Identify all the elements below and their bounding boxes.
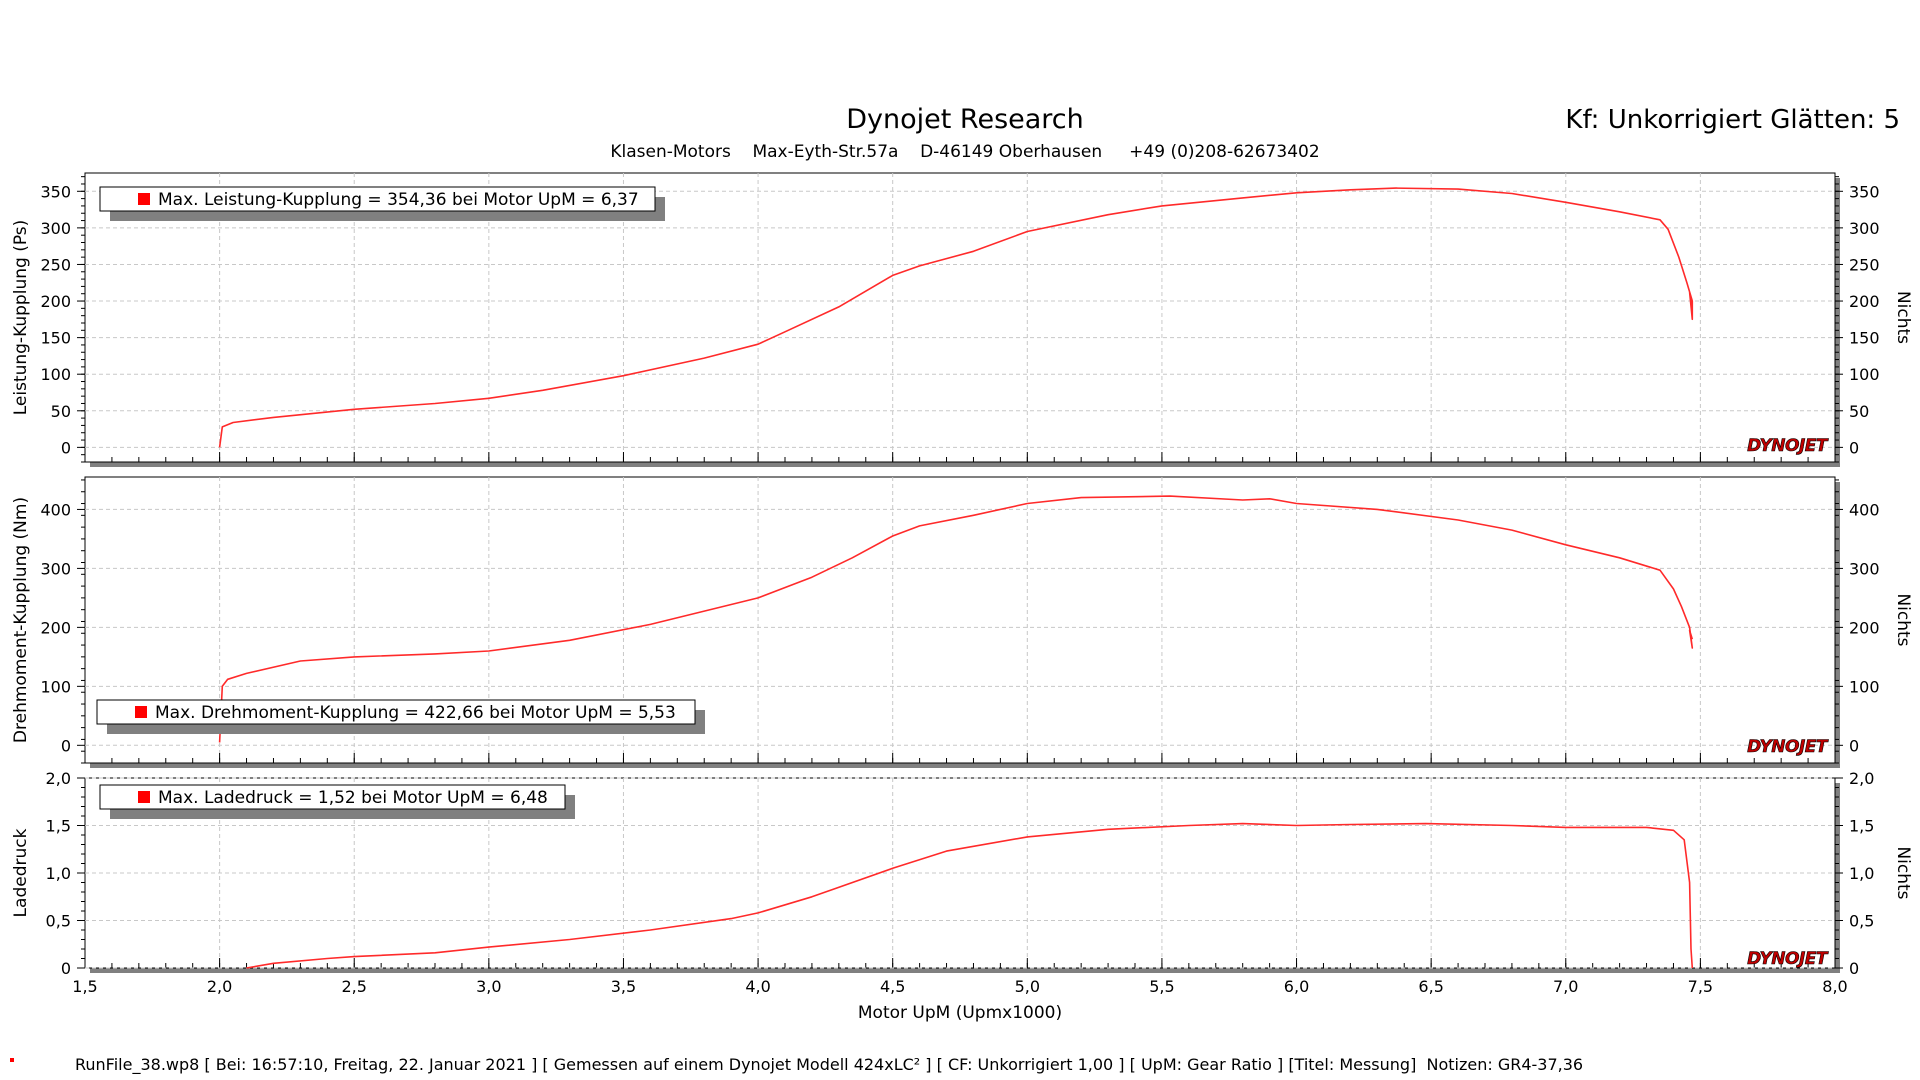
- legend-box: [96, 699, 696, 725]
- y-axis-label: Leistung-Kupplung (Ps): [11, 220, 31, 416]
- y-tick-label-right: 300: [1849, 219, 1880, 238]
- x-tick-label: 7,5: [1688, 977, 1713, 996]
- y-tick-label-left: 2,0: [46, 769, 71, 788]
- x-tick-label: 6,0: [1284, 977, 1309, 996]
- y-axis-label: Drehmoment-Kupplung (Nm): [11, 497, 31, 743]
- legend-marker: [135, 706, 147, 718]
- y-tick-label-left: 100: [40, 677, 71, 696]
- x-tick-label: 1,5: [72, 977, 97, 996]
- y-tick-label-right: 1,0: [1849, 864, 1874, 883]
- series-line: [246, 822, 1694, 969]
- y-tick-label-right: 350: [1849, 182, 1880, 201]
- panel-frame: [84, 172, 1836, 463]
- right-axis-label: Nichts: [1893, 291, 1913, 344]
- y-tick-label-right: 0: [1849, 438, 1859, 457]
- y-tick-label-right: 200: [1849, 618, 1880, 637]
- legend-text: Max. Drehmoment-Kupplung = 422,66 bei Mo…: [155, 703, 676, 723]
- y-tick-label-right: 0,5: [1849, 912, 1874, 931]
- x-tick-label: 4,0: [745, 977, 770, 996]
- series-line: [218, 187, 1694, 448]
- y-tick-label-right: 200: [1849, 292, 1880, 311]
- y-tick-label-left: 350: [40, 182, 71, 201]
- y-axis-label: Ladedruck: [11, 828, 31, 917]
- x-tick-label: 7,0: [1553, 977, 1578, 996]
- legend-marker: [138, 193, 150, 205]
- chart-subtitle: Klasen-Motors Max-Eyth-Str.57a D-46149 O…: [610, 142, 1319, 162]
- y-tick-label-left: 50: [51, 402, 71, 421]
- y-tick-label-right: 0: [1849, 959, 1859, 978]
- series-line: [218, 495, 1694, 743]
- y-tick-label-left: 200: [40, 618, 71, 637]
- x-tick-label: 4,5: [880, 977, 905, 996]
- correction-info: Kf: Unkorrigiert Glätten: 5: [1565, 105, 1900, 135]
- y-tick-label-left: 200: [40, 292, 71, 311]
- panel-2: 0 0 100 100 200 200 300 300 400 400 Drehmoment-Kup…: [11, 476, 1913, 768]
- dynojet-logo: DYNOJET: [1747, 436, 1829, 456]
- panel-1: 0 0 50 50 100 100 150 150 200 200 250 250 300 300 350 3…: [11, 172, 1913, 467]
- legend-text: Max. Ladedruck = 1,52 bei Motor UpM = 6,…: [158, 788, 548, 808]
- y-tick-label-right: 100: [1849, 365, 1880, 384]
- legend-box: [99, 784, 566, 810]
- y-tick-label-right: 2,0: [1849, 769, 1874, 788]
- y-tick-label-right: 50: [1849, 402, 1869, 421]
- y-tick-label-right: 300: [1849, 559, 1880, 578]
- y-tick-label-left: 0: [61, 736, 71, 755]
- legend-box: [99, 186, 656, 212]
- x-tick-label: 2,0: [207, 977, 232, 996]
- x-tick-label: 8,0: [1822, 977, 1847, 996]
- footer-marker: [10, 1058, 14, 1062]
- right-axis-label: Nichts: [1893, 593, 1913, 646]
- x-tick-label: 6,5: [1418, 977, 1443, 996]
- y-tick-label-left: 1,5: [46, 817, 71, 836]
- y-tick-label-left: 0: [61, 438, 71, 457]
- x-tick-label: 3,0: [476, 977, 501, 996]
- y-tick-label-left: 150: [40, 329, 71, 348]
- y-tick-label-right: 150: [1849, 329, 1880, 348]
- run-info-footer: RunFile_38.wp8 [ Bei: 16:57:10, Freitag,…: [75, 1055, 1583, 1075]
- y-tick-label-left: 100: [40, 365, 71, 384]
- x-tick-label: 3,5: [611, 977, 636, 996]
- y-tick-label-left: 400: [40, 500, 71, 519]
- y-tick-label-right: 0: [1849, 736, 1859, 755]
- y-tick-label-right: 100: [1849, 677, 1880, 696]
- y-tick-label-left: 1,0: [46, 864, 71, 883]
- x-tick-label: 2,5: [342, 977, 367, 996]
- chart-panels: 0 0 50 50 100 100 150 150 200 200 250 250 300 300 350 3…: [11, 172, 1913, 1023]
- y-tick-label-right: 400: [1849, 500, 1880, 519]
- x-tick-label: 5,0: [1015, 977, 1040, 996]
- y-tick-label-left: 300: [40, 219, 71, 238]
- dynojet-logo: DYNOJET: [1747, 737, 1829, 757]
- panel-3: 0 0 0,5 0,5 1,0 1,0 1,5 1,5 2,0 2,0 Ladedruck Nicht…: [11, 769, 1913, 1023]
- legend-text: Max. Leistung-Kupplung = 354,36 bei Moto…: [158, 190, 639, 210]
- right-axis-label: Nichts: [1893, 846, 1913, 899]
- y-tick-label-right: 250: [1849, 255, 1880, 274]
- y-tick-label-left: 300: [40, 559, 71, 578]
- chart-title: Dynojet Research: [846, 104, 1084, 135]
- y-tick-label-left: 0,5: [46, 912, 71, 931]
- y-tick-label-right: 1,5: [1849, 817, 1874, 836]
- x-axis-label: Motor UpM (Upmx1000): [858, 1003, 1062, 1023]
- y-tick-label-left: 0: [61, 959, 71, 978]
- dynojet-logo: DYNOJET: [1747, 949, 1829, 969]
- legend-marker: [138, 791, 150, 803]
- y-tick-label-left: 250: [40, 255, 71, 274]
- x-tick-label: 5,5: [1149, 977, 1174, 996]
